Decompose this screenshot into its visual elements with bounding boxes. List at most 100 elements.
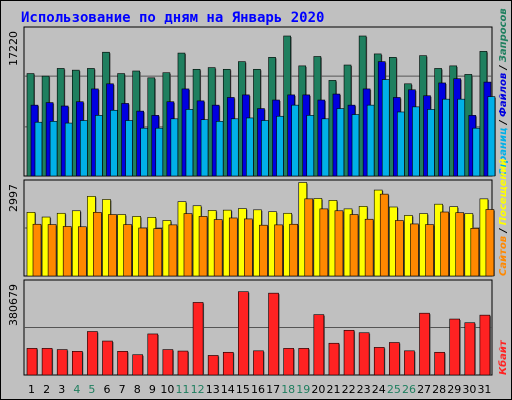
bar-Кбайт-15 bbox=[238, 291, 249, 376]
x-tick-label: 9 bbox=[149, 383, 156, 396]
bar-Сайтов-1 bbox=[32, 223, 42, 277]
bar-Сайтов-29 bbox=[455, 212, 465, 277]
legend-Запросов: Запросов bbox=[498, 8, 509, 62]
bar-Кбайт-6 bbox=[102, 340, 113, 376]
bar-Страниц-3 bbox=[64, 122, 73, 177]
bar-Сайтов-4 bbox=[77, 226, 87, 277]
bar-Страниц-27 bbox=[427, 109, 435, 177]
x-tick-label: 18 bbox=[281, 383, 295, 396]
bar-Сайтов-14 bbox=[228, 217, 238, 277]
bar-Страниц-8 bbox=[140, 127, 148, 177]
bar-Страниц-18 bbox=[291, 104, 299, 177]
bar-Кбайт-22 bbox=[343, 329, 355, 376]
bar-Кбайт-5 bbox=[87, 331, 98, 376]
bar-Кбайт-9 bbox=[147, 333, 159, 376]
bar-Страниц-5 bbox=[95, 115, 103, 177]
bar-Кбайт-25 bbox=[389, 342, 400, 376]
x-tick-label: 15 bbox=[236, 383, 250, 396]
bar-Страниц-29 bbox=[457, 98, 466, 177]
bar-Страниц-1 bbox=[34, 121, 43, 177]
bar-Страниц-14 bbox=[230, 118, 239, 177]
legend-panel-3: Кбайт bbox=[497, 339, 509, 375]
bar-Страниц-30 bbox=[472, 127, 481, 177]
legend-Сайтов: Сайтов bbox=[498, 236, 509, 276]
bar-Страниц-28 bbox=[442, 98, 450, 177]
legend-panel-2: Сайтов / Посещений bbox=[498, 159, 509, 276]
x-tick-label: 27 bbox=[417, 383, 431, 396]
bar-Сайтов-2 bbox=[47, 224, 57, 277]
x-tick-label: 6 bbox=[104, 383, 111, 396]
bar-Кбайт-16 bbox=[253, 350, 264, 376]
bar-Сайтов-25 bbox=[395, 220, 404, 277]
bar-Кбайт-7 bbox=[117, 351, 128, 376]
x-tick-label: 8 bbox=[134, 383, 141, 396]
bar-Страниц-20 bbox=[321, 118, 330, 177]
bar-Сайтов-28 bbox=[440, 211, 449, 277]
bar-Страниц-13 bbox=[215, 121, 224, 177]
panel-max-label: 17220 bbox=[7, 31, 20, 66]
bar-Кбайт-10 bbox=[162, 349, 174, 376]
bar-Кбайт-26 bbox=[404, 350, 415, 376]
bar-Страниц-11 bbox=[185, 109, 194, 177]
x-tick-label: 14 bbox=[221, 383, 235, 396]
chart-title: Использование по дням на Январь 2020 bbox=[21, 10, 324, 26]
bar-Кбайт-3 bbox=[56, 349, 68, 376]
bar-Страниц-6 bbox=[110, 109, 118, 177]
bar-Страниц-15 bbox=[246, 117, 254, 177]
bar-Страниц-31 bbox=[487, 96, 496, 177]
bar-Страниц-10 bbox=[170, 118, 179, 177]
bar-Кбайт-23 bbox=[358, 332, 370, 376]
bar-Сайтов-18 bbox=[289, 223, 298, 277]
bar-Страниц-25 bbox=[397, 111, 405, 177]
bar-Кбайт-2 bbox=[41, 348, 53, 376]
x-tick-label: 29 bbox=[447, 383, 461, 396]
panel-max-label: 2997 bbox=[7, 184, 20, 212]
bar-Сайтов-11 bbox=[183, 213, 193, 277]
bar-Кбайт-19 bbox=[298, 348, 310, 376]
bar-Сайтов-22 bbox=[349, 214, 359, 277]
bar-Кбайт-4 bbox=[71, 351, 83, 376]
x-tick-label: 13 bbox=[206, 383, 220, 396]
bar-Сайтов-27 bbox=[425, 224, 434, 277]
bar-Сайтов-30 bbox=[470, 228, 480, 277]
bar-Страниц-16 bbox=[261, 120, 269, 177]
bar-Страниц-9 bbox=[155, 127, 164, 177]
bar-Сайтов-9 bbox=[153, 228, 163, 277]
bar-Кбайт-27 bbox=[419, 312, 430, 376]
legend-panel-1: Страниц / Файлов / Запросов bbox=[498, 8, 509, 176]
bar-Страниц-22 bbox=[351, 114, 360, 177]
x-tick-label: 7 bbox=[119, 383, 126, 396]
bar-Страниц-23 bbox=[366, 104, 375, 177]
x-tick-label: 17 bbox=[266, 383, 280, 396]
bar-Сайтов-19 bbox=[304, 198, 314, 277]
x-tick-label: 11 bbox=[176, 383, 190, 396]
bar-Кбайт-13 bbox=[207, 355, 219, 376]
legend-Посещений: Посещений bbox=[498, 159, 509, 226]
x-tick-label: 25 bbox=[387, 383, 401, 396]
x-tick-label: 28 bbox=[432, 383, 446, 396]
bar-Сайтов-15 bbox=[244, 218, 253, 277]
bar-Страниц-17 bbox=[276, 115, 284, 177]
bar-Сайтов-12 bbox=[198, 216, 208, 277]
x-tick-label: 10 bbox=[160, 383, 174, 396]
bar-Страниц-12 bbox=[200, 119, 209, 177]
bar-Сайтов-20 bbox=[319, 208, 329, 277]
bar-Кбайт-8 bbox=[132, 354, 143, 376]
x-tick-label: 22 bbox=[342, 383, 356, 396]
bar-Кбайт-30 bbox=[464, 322, 476, 376]
bar-Кбайт-20 bbox=[313, 314, 325, 376]
bar-Кбайт-1 bbox=[26, 348, 38, 376]
bar-Кбайт-11 bbox=[177, 350, 189, 376]
x-tick-label: 5 bbox=[88, 383, 95, 396]
bar-Страниц-2 bbox=[49, 121, 58, 177]
bar-Кбайт-21 bbox=[328, 342, 340, 376]
bar-Страниц-24 bbox=[381, 79, 390, 177]
legend-Файлов: Файлов bbox=[498, 73, 509, 117]
bar-Кбайт-31 bbox=[479, 314, 491, 376]
bar-Кбайт-14 bbox=[222, 351, 234, 376]
x-tick-label: 21 bbox=[326, 383, 340, 396]
x-tick-label: 12 bbox=[191, 383, 205, 396]
bar-Кбайт-17 bbox=[268, 292, 279, 376]
